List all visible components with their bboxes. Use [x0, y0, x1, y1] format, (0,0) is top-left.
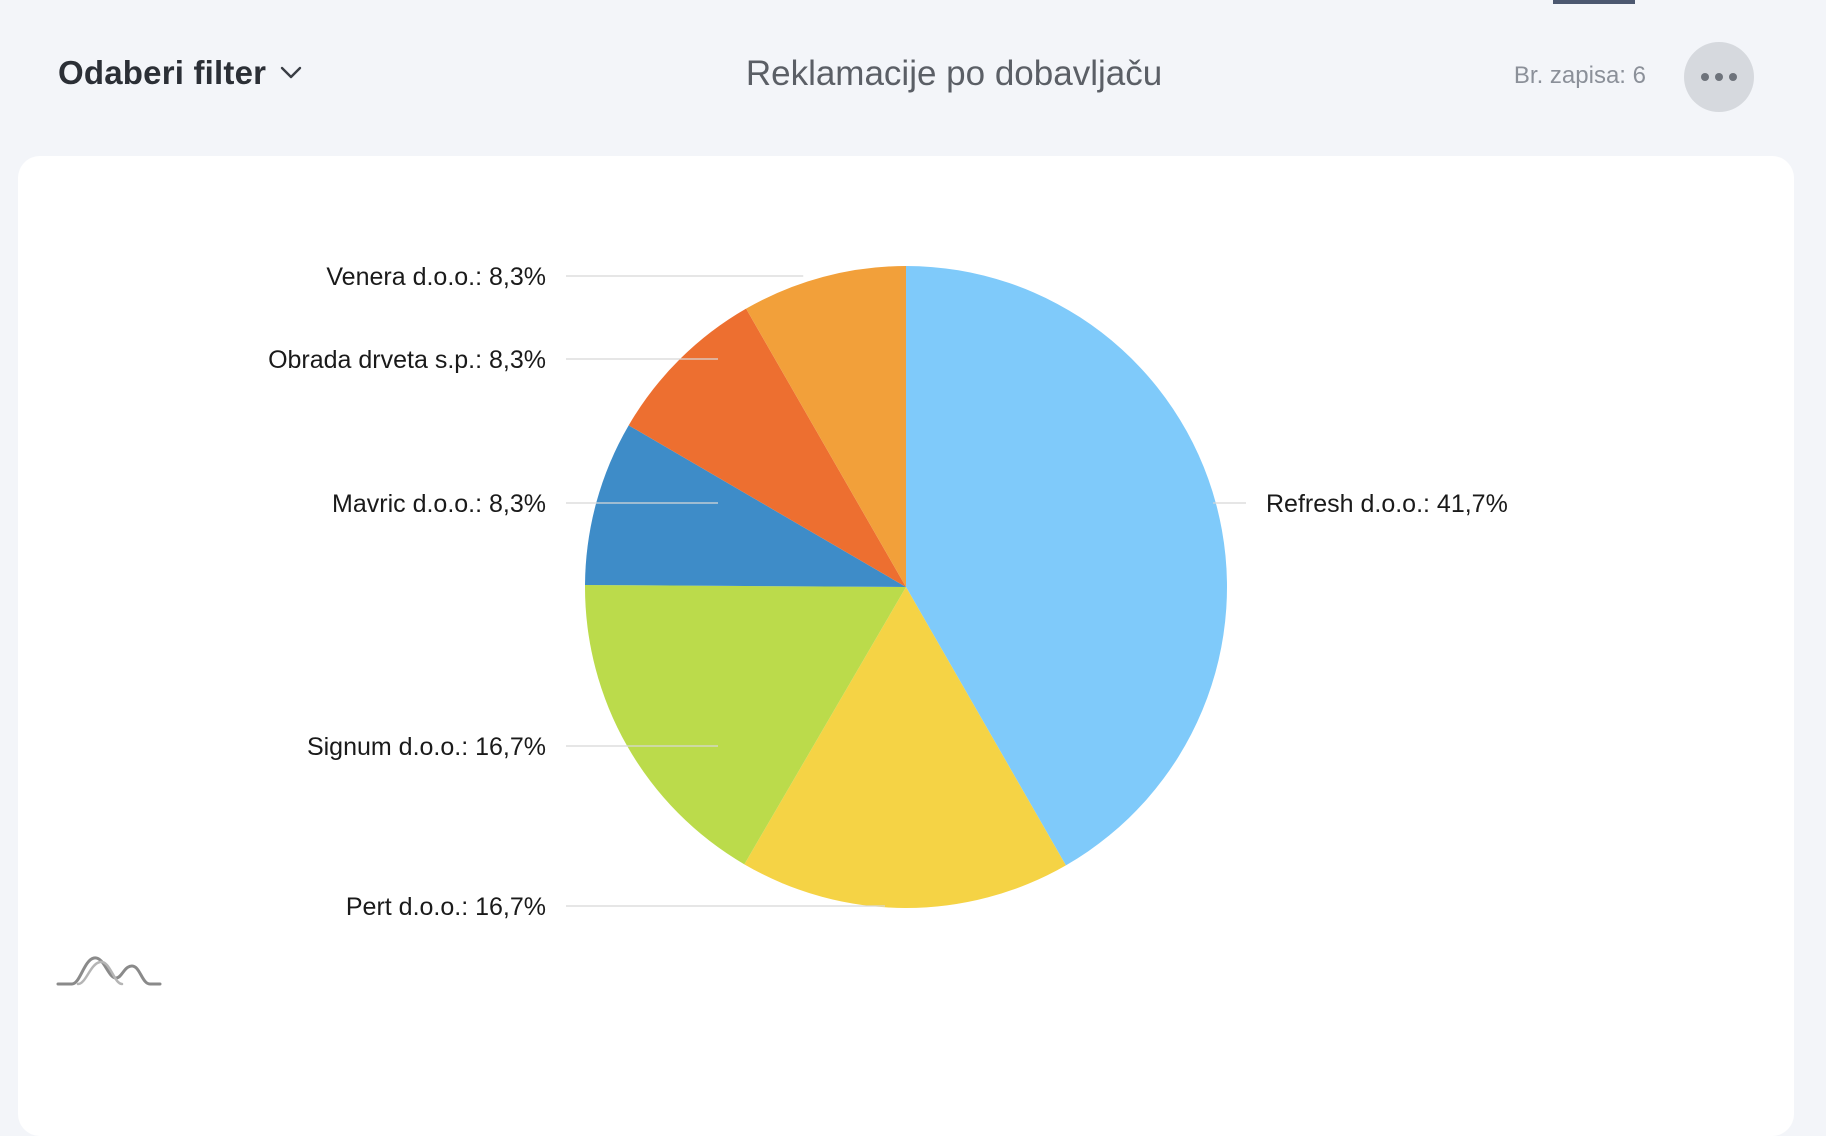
- distribution-curve-icon[interactable]: [56, 956, 162, 986]
- active-tab-indicator: [1553, 0, 1635, 4]
- pie-slice[interactable]: [746, 266, 906, 587]
- chart-header: Odaberi filter Reklamacije po dobavljaču…: [0, 0, 1826, 150]
- filter-dropdown[interactable]: Odaberi filter: [58, 54, 302, 92]
- pie-slice-label: Pert d.o.o.: 16,7%: [346, 893, 546, 921]
- pie-slice-label: Mavric d.o.o.: 8,3%: [332, 490, 546, 518]
- pie-slice[interactable]: [906, 266, 1227, 866]
- chart-card: Refresh d.o.o.: 41,7% Pert d.o.o.: 16,7% S…: [18, 156, 1794, 1136]
- chevron-down-icon: [280, 66, 302, 79]
- chart-title: Reklamacije po dobavljaču: [745, 54, 1163, 93]
- pie-slice[interactable]: [628, 308, 906, 587]
- more-dot: [1729, 73, 1737, 81]
- record-count: Br. zapisa: 6: [1513, 62, 1646, 89]
- pie-slice-label: Obrada drveta s.p.: 8,3%: [268, 346, 546, 374]
- pie-leader-lines: [566, 275, 1246, 907]
- more-horizontal-icon: [1701, 73, 1709, 81]
- pie-slices: [585, 266, 1227, 908]
- more-options-button[interactable]: [1684, 42, 1754, 112]
- pie-labels: Refresh d.o.o.: 41,7% Pert d.o.o.: 16,7% S…: [268, 263, 1508, 921]
- filter-dropdown-label: Odaberi filter: [58, 54, 267, 91]
- pie-slice[interactable]: [585, 584, 906, 865]
- more-dot: [1715, 73, 1723, 81]
- pie-chart: Refresh d.o.o.: 41,7% Pert d.o.o.: 16,7% S…: [56, 263, 1508, 986]
- pie-slice-label: Venera d.o.o.: 8,3%: [326, 263, 546, 291]
- pie-slice-label: Signum d.o.o.: 16,7%: [307, 733, 546, 761]
- pie-slice[interactable]: [744, 587, 1066, 908]
- pie-slice[interactable]: [585, 425, 906, 587]
- pie-slice-label: Refresh d.o.o.: 41,7%: [1266, 490, 1508, 518]
